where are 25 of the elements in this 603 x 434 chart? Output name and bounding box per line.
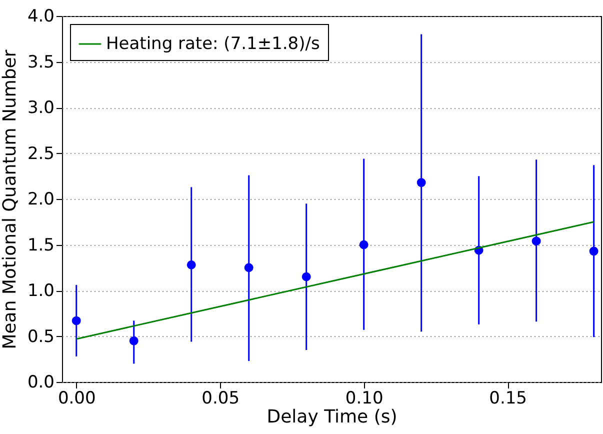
x-tick-label: 0.00 — [58, 388, 96, 408]
y-tick-label: 1.5 — [27, 235, 54, 256]
y-tick-label: 4.0 — [27, 6, 54, 26]
y-tick-label: 2.0 — [27, 190, 54, 210]
point — [416, 178, 426, 187]
point — [532, 236, 541, 246]
x-tick-label: 0.05 — [202, 388, 240, 408]
x-axis-title: Delay Time (s) — [266, 406, 398, 428]
y-tick-label: 0.5 — [27, 326, 54, 347]
point — [302, 272, 311, 282]
x-tick-label: 0.15 — [489, 388, 528, 408]
y-tick-label: 0.0 — [27, 372, 54, 392]
legend-label: Heating rate: (7.1±1.8)/s — [106, 34, 320, 54]
y-tick-label: 2.5 — [27, 144, 54, 164]
x-tick-label: 0.10 — [345, 388, 384, 408]
y-axis-title: Mean Motional Quantum Number — [0, 49, 20, 350]
point — [129, 336, 138, 346]
y-tick-label: 3.5 — [27, 52, 54, 72]
y-tick-label: 1.0 — [27, 281, 54, 301]
point — [186, 260, 196, 270]
point — [72, 316, 81, 326]
y-tick-label: 3.0 — [27, 98, 54, 118]
point — [244, 263, 254, 272]
point — [359, 240, 368, 250]
point — [589, 246, 598, 256]
